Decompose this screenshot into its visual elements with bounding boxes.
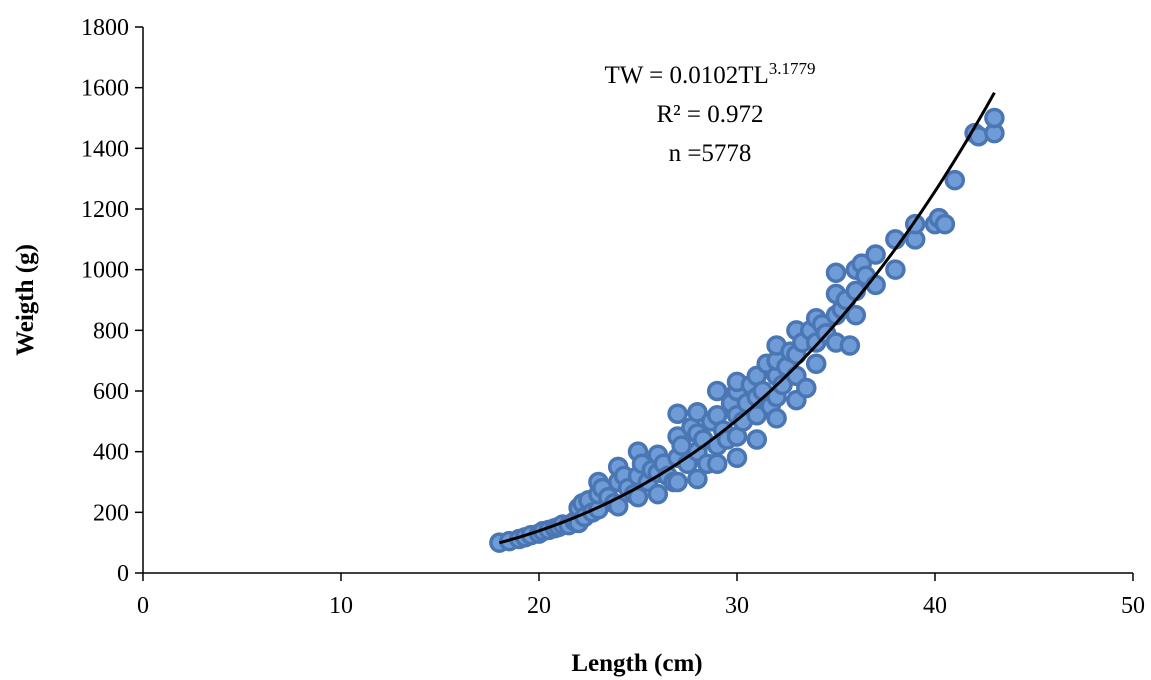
y-tick-label: 200 <box>93 500 129 526</box>
data-point <box>706 380 728 402</box>
data-points <box>489 107 1005 553</box>
axes <box>135 26 1134 581</box>
data-point <box>944 169 966 191</box>
data-point <box>772 374 793 396</box>
data-point <box>687 468 708 490</box>
y-tick-label: 1400 <box>81 136 129 162</box>
x-tick-label: 10 <box>329 593 353 619</box>
y-tick-label: 600 <box>93 379 129 405</box>
y-tick-label: 1800 <box>81 15 129 41</box>
trendline <box>499 91 996 545</box>
data-point <box>687 401 708 423</box>
data-point <box>805 353 827 374</box>
data-point <box>746 429 768 450</box>
x-tick-label: 30 <box>725 593 749 619</box>
data-point <box>885 259 906 280</box>
y-tick-label: 0 <box>117 561 129 587</box>
data-point <box>984 107 1005 129</box>
data-point <box>647 483 669 505</box>
data-point <box>796 377 817 399</box>
x-tick-label: 20 <box>527 593 551 619</box>
data-point <box>845 304 867 326</box>
y-axis-title: Weigth (g) <box>12 244 39 356</box>
x-axis-title: Length (cm) <box>571 650 702 677</box>
data-point <box>934 213 956 235</box>
x-tick-label: 0 <box>137 593 149 619</box>
sample-size-label: n =5778 <box>669 140 752 167</box>
y-tick-label: 1600 <box>81 76 129 102</box>
x-tick-label: 40 <box>923 593 947 619</box>
data-point <box>865 244 886 265</box>
data-point <box>667 471 688 493</box>
y-tick-label: 800 <box>93 318 129 344</box>
trendline-group <box>499 91 996 545</box>
data-point <box>706 453 728 475</box>
y-tick-label: 1200 <box>81 197 129 223</box>
equation-base: TW = 0.0102TL <box>604 62 768 89</box>
tick-labels: 0 200 400 600 800 1000 1200 1400 1600 1800 0 10 20 30… <box>81 15 1145 619</box>
data-point <box>839 335 861 356</box>
y-tick-label: 400 <box>93 440 129 466</box>
r-squared-label: R² = 0.972 <box>656 101 763 128</box>
y-tick-label: 1000 <box>81 258 129 284</box>
data-point <box>667 403 688 424</box>
data-point <box>766 408 787 429</box>
equation-label: TW = 0.0102TL3.1779 <box>604 59 815 89</box>
x-tick-label: 50 <box>1121 593 1145 619</box>
equation-exponent: 3.1779 <box>769 59 816 78</box>
data-point <box>726 447 748 468</box>
data-point <box>825 262 847 283</box>
